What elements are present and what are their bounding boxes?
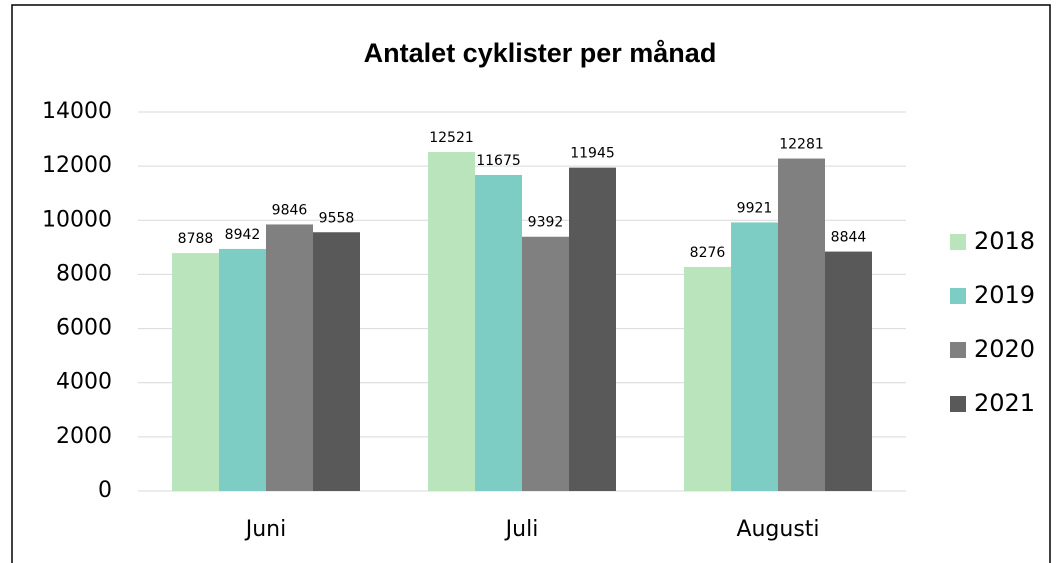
bar — [731, 222, 778, 491]
value-label: 11945 — [570, 146, 615, 162]
bar — [428, 152, 475, 491]
y-tick-label: 6000 — [56, 316, 112, 341]
legend-swatch — [950, 396, 966, 412]
bar — [172, 253, 219, 491]
legend-label: 2018 — [974, 227, 1035, 255]
chart-title: Antalet cyklister per månad — [364, 38, 717, 68]
value-label: 8942 — [225, 227, 261, 243]
x-tick-label: Juli — [504, 517, 539, 542]
value-label: 12521 — [429, 130, 474, 146]
bar — [219, 248, 266, 491]
y-tick-label: 8000 — [56, 261, 112, 286]
value-label: 8844 — [831, 230, 867, 246]
value-label: 11675 — [476, 153, 521, 169]
legend-label: 2021 — [974, 389, 1035, 417]
legend-swatch — [950, 234, 966, 250]
legend-label: 2019 — [974, 281, 1035, 309]
value-label: 8276 — [690, 245, 726, 261]
value-label: 9921 — [737, 200, 773, 216]
value-label: 9846 — [272, 202, 308, 218]
y-tick-label: 0 — [98, 478, 112, 503]
legend-swatch — [950, 342, 966, 358]
value-label: 9392 — [528, 215, 564, 231]
legend-label: 2020 — [974, 335, 1035, 363]
y-tick-label: 12000 — [42, 153, 112, 178]
y-tick-label: 10000 — [42, 207, 112, 232]
y-tick-label: 14000 — [42, 99, 112, 124]
value-label: 8788 — [178, 231, 214, 247]
x-tick-label: Augusti — [736, 517, 819, 542]
bar — [266, 224, 313, 491]
x-tick-label: Juni — [244, 517, 287, 542]
bar — [522, 236, 569, 491]
bar — [684, 266, 731, 491]
value-label: 9558 — [319, 210, 355, 226]
y-tick-label: 4000 — [56, 370, 112, 395]
bar — [778, 158, 825, 492]
bar — [475, 174, 522, 491]
bar — [569, 167, 616, 492]
bar — [825, 251, 872, 491]
legend-swatch — [950, 288, 966, 304]
y-tick-label: 2000 — [56, 424, 112, 449]
value-label: 12281 — [779, 137, 824, 153]
bar — [313, 232, 360, 491]
